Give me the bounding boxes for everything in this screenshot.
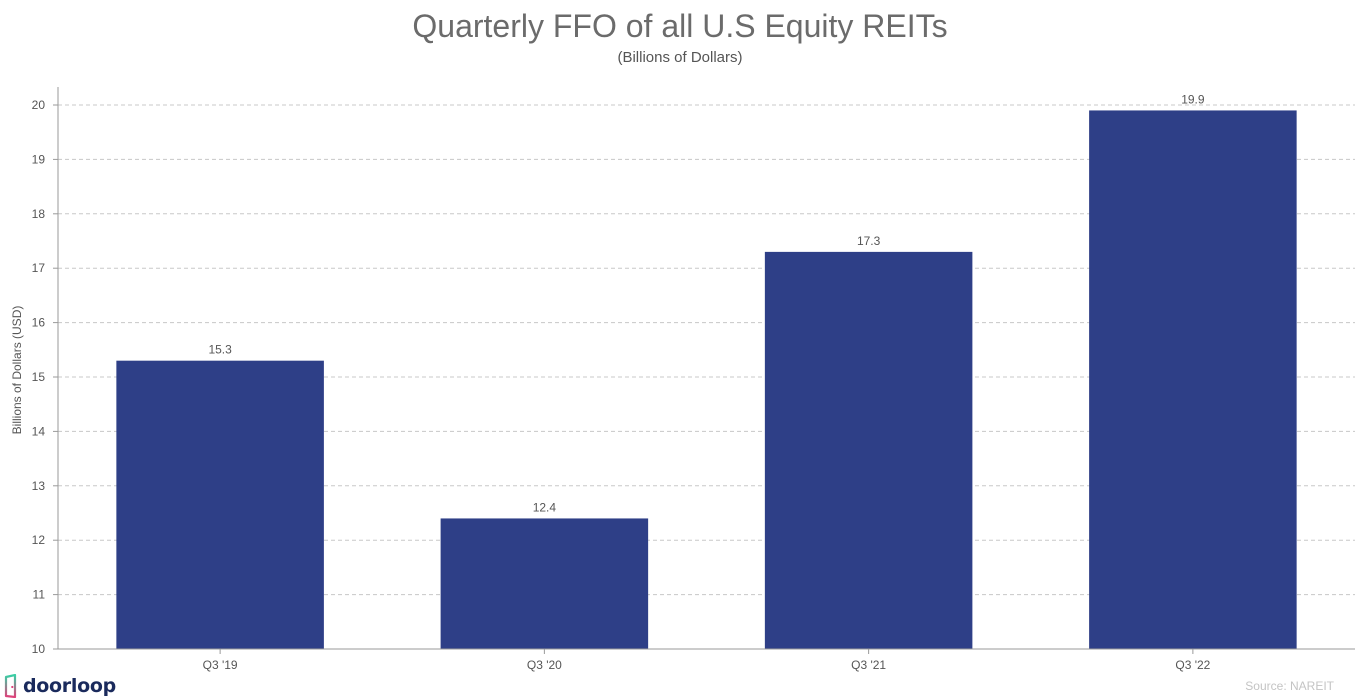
chart-title: Quarterly FFO of all U.S Equity REITs xyxy=(412,8,948,44)
chart-subtitle: (Billions of Dollars) xyxy=(617,49,743,66)
brand-name: doorloop xyxy=(23,675,116,697)
bar xyxy=(1089,110,1297,649)
x-tick-label: Q3 '22 xyxy=(1175,658,1210,672)
x-axis-ticks: Q3 '19 Q3 '20 Q3 '21 Q3 '22 xyxy=(203,649,1211,672)
y-axis-title: Billions of Dollars (USD) xyxy=(10,306,24,435)
y-tick-label: 16 xyxy=(32,316,46,330)
x-tick-label: Q3 '19 xyxy=(203,658,238,672)
y-tick-label: 18 xyxy=(32,207,46,221)
bar xyxy=(116,360,324,649)
data-label: 15.3 xyxy=(208,343,232,357)
y-axis-ticks: 10 11 12 13 14 15 16 17 18 19 20 xyxy=(32,98,58,656)
y-tick-label: 10 xyxy=(32,642,46,656)
y-tick-label: 15 xyxy=(32,370,46,384)
y-tick-label: 14 xyxy=(32,424,46,438)
brand-logo: doorloop xyxy=(4,673,116,699)
data-label: 12.4 xyxy=(533,500,557,514)
bar xyxy=(440,518,649,649)
data-labels: 15.3 12.4 17.3 19.9 xyxy=(208,92,1204,514)
y-tick-label: 13 xyxy=(32,479,46,493)
bars xyxy=(116,110,1297,649)
door-icon xyxy=(4,674,17,698)
x-tick-label: Q3 '20 xyxy=(527,658,562,672)
y-tick-label: 19 xyxy=(32,152,46,166)
data-label: 19.9 xyxy=(1181,92,1205,106)
data-label: 17.3 xyxy=(857,234,881,248)
y-tick-label: 20 xyxy=(32,98,46,112)
y-tick-label: 11 xyxy=(33,588,46,602)
source-note: Source: NAREIT xyxy=(1245,679,1334,693)
x-tick-label: Q3 '21 xyxy=(851,658,886,672)
y-tick-label: 12 xyxy=(32,533,46,547)
y-tick-label: 17 xyxy=(32,261,46,275)
bar xyxy=(764,251,973,649)
